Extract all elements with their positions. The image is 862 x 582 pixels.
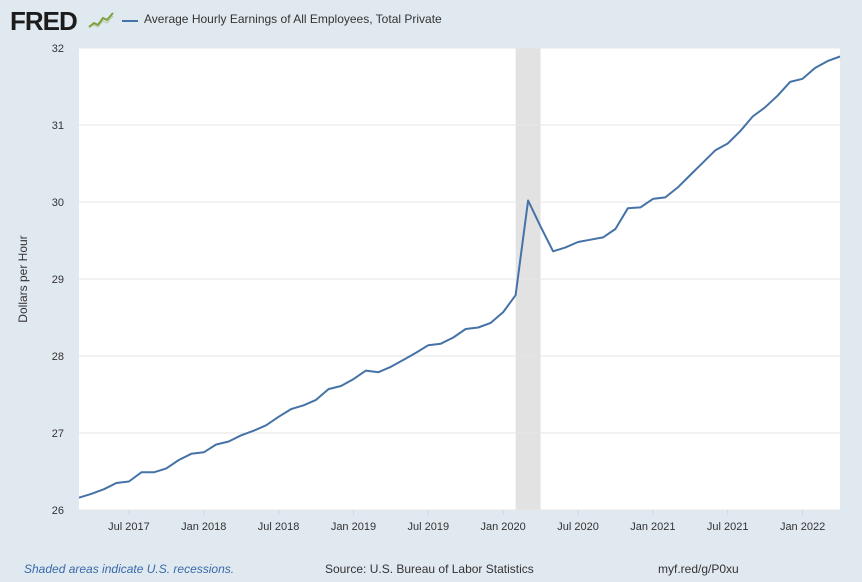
legend-line-swatch xyxy=(122,20,138,22)
x-tick-label: Jul 2017 xyxy=(108,521,150,533)
y-tick-label: 28 xyxy=(52,351,64,363)
y-tick-label: 31 xyxy=(52,120,64,132)
recession-note: Shaded areas indicate U.S. recessions. xyxy=(24,562,235,576)
fred-logo[interactable]: FRED xyxy=(10,6,78,36)
source-text: Source: U.S. Bureau of Labor Statistics xyxy=(325,562,534,576)
x-tick-label: Jul 2020 xyxy=(557,521,599,533)
x-tick-label: Jan 2021 xyxy=(630,521,675,533)
y-tick-label: 26 xyxy=(52,505,64,517)
y-tick-label: 29 xyxy=(52,274,64,286)
chart-header: FRED Average Hourly Earnings of All Empl… xyxy=(0,0,862,40)
series-line xyxy=(78,55,841,499)
x-tick-label: Jan 2018 xyxy=(181,521,226,533)
x-tick-label: Jan 2022 xyxy=(780,521,825,533)
chart-footer: Shaded areas indicate U.S. recessions. S… xyxy=(0,560,862,582)
logo-graph-icon xyxy=(88,11,114,29)
legend-series-title: Average Hourly Earnings of All Employees… xyxy=(144,12,442,26)
y-axis-title: Dollars per Hour xyxy=(16,235,30,322)
y-tick-label: 32 xyxy=(52,43,64,55)
x-tick-label: Jan 2019 xyxy=(331,521,376,533)
x-tick-label: Jan 2020 xyxy=(481,521,526,533)
y-tick-label: 27 xyxy=(52,428,64,440)
x-tick-label: Jul 2019 xyxy=(408,521,450,533)
y-tick-label: 30 xyxy=(52,197,64,209)
line-chart: 26 27 28 29 30 31 32 Jul 2017 Jan 2018 Jul 2018 Ja… xyxy=(16,43,841,533)
x-tick-label: Jul 2018 xyxy=(258,521,300,533)
x-tick-label: Jul 2021 xyxy=(707,521,749,533)
short-link[interactable]: myf.red/g/P0xu xyxy=(658,562,739,576)
